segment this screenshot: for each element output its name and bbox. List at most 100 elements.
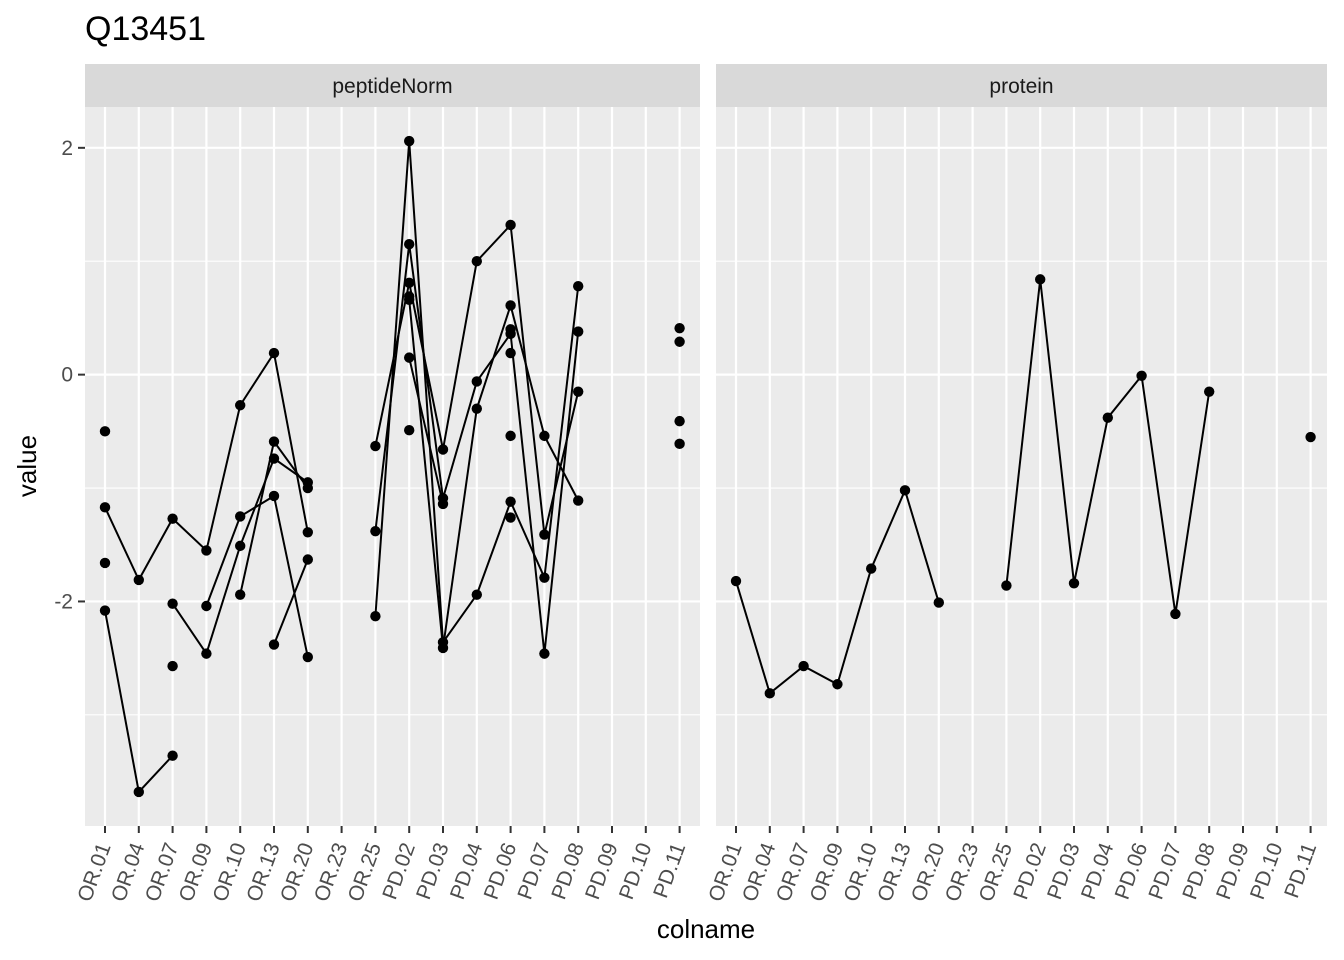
data-point: [370, 525, 381, 537]
panel-protein-marks: [730, 274, 1316, 699]
data-point: [505, 512, 516, 523]
data-point: [437, 444, 449, 455]
data-point: [268, 347, 280, 359]
data-point: [1102, 412, 1114, 423]
panel-peptidenorm-marks: [99, 135, 685, 798]
y-tick-label: 0: [61, 364, 73, 387]
data-point: [201, 545, 212, 556]
data-point: [866, 563, 877, 574]
data-point: [1035, 274, 1046, 285]
data-point: [674, 415, 685, 427]
data-point: [1204, 386, 1215, 397]
data-point: [471, 256, 482, 267]
data-point: [674, 322, 685, 334]
data-point: [505, 324, 516, 335]
panel-protein: protein: [716, 64, 1327, 826]
data-point: [235, 400, 246, 411]
data-point: [471, 589, 482, 600]
data-point: [674, 438, 685, 450]
data-point: [235, 589, 246, 600]
data-point: [167, 513, 178, 524]
data-point: [471, 403, 482, 414]
data-point: [832, 679, 843, 690]
data-point: [1001, 580, 1012, 591]
data-point: [539, 648, 550, 659]
data-point: [201, 648, 212, 659]
series-line: [273, 559, 309, 645]
panel-protein-grid: [716, 107, 1327, 826]
y-tick-label: -2: [54, 590, 73, 613]
data-point: [573, 495, 584, 506]
data-point: [1136, 370, 1147, 381]
data-point: [899, 485, 911, 496]
data-point: [133, 574, 144, 586]
data-point: [437, 498, 449, 510]
panel-peptidenorm-label: peptideNorm: [332, 75, 452, 98]
data-point: [302, 482, 313, 494]
panel-protein-background: [716, 107, 1327, 826]
data-point: [404, 277, 415, 288]
data-point: [539, 430, 550, 442]
data-point: [674, 336, 685, 347]
data-point: [268, 639, 280, 650]
data-point: [99, 502, 111, 513]
series-line: [205, 494, 309, 658]
data-point: [302, 651, 313, 663]
data-point: [99, 426, 111, 437]
data-point: [573, 386, 584, 397]
data-point: [933, 597, 944, 608]
data-point: [235, 540, 246, 552]
data-point: [404, 425, 415, 436]
data-point: [235, 511, 246, 522]
data-point: [539, 529, 550, 540]
data-point: [167, 750, 178, 761]
data-point: [167, 660, 178, 672]
data-point: [1068, 578, 1080, 589]
y-axis: -2 0 2: [54, 137, 85, 613]
y-axis-label: value: [12, 435, 42, 497]
series-line: [408, 357, 444, 505]
panel-peptidenorm-background: [85, 107, 700, 826]
data-point: [505, 496, 516, 507]
data-point: [99, 605, 111, 616]
x-axis-label: colname: [657, 914, 755, 944]
chart-title: Q13451: [85, 10, 206, 48]
data-point: [764, 688, 775, 699]
data-point: [404, 291, 415, 302]
data-point: [730, 575, 742, 587]
data-point: [404, 352, 415, 363]
data-point: [99, 557, 111, 569]
data-point: [370, 440, 381, 452]
panel-protein-label: protein: [989, 75, 1053, 98]
data-point: [268, 436, 280, 447]
data-point: [201, 600, 212, 612]
data-point: [471, 376, 482, 387]
data-point: [505, 430, 516, 442]
data-point: [505, 300, 516, 311]
data-point: [505, 347, 516, 359]
data-point: [302, 527, 313, 538]
data-point: [573, 280, 584, 292]
panel-protein-strip: [716, 64, 1327, 107]
data-point: [505, 219, 516, 231]
data-point: [573, 326, 584, 337]
data-point: [798, 660, 809, 672]
data-point: [539, 572, 550, 583]
data-point: [404, 135, 415, 147]
panel-peptidenorm: peptideNorm: [85, 64, 700, 826]
data-point: [268, 490, 280, 502]
x-axes: OR.01OR.04OR.07OR.09OR.10OR.13OR.20OR.23…: [73, 826, 1321, 905]
data-point: [302, 554, 313, 565]
data-point: [1305, 431, 1316, 443]
data-point: [167, 598, 178, 609]
data-point: [437, 642, 449, 654]
data-point: [1170, 608, 1181, 620]
data-point: [404, 239, 415, 250]
data-point: [370, 610, 381, 622]
series-line: [408, 299, 580, 649]
data-point: [133, 786, 144, 798]
panel-peptidenorm-grid: [85, 107, 700, 826]
y-tick-label: 2: [61, 137, 73, 160]
panel-peptidenorm-strip: [85, 64, 700, 107]
